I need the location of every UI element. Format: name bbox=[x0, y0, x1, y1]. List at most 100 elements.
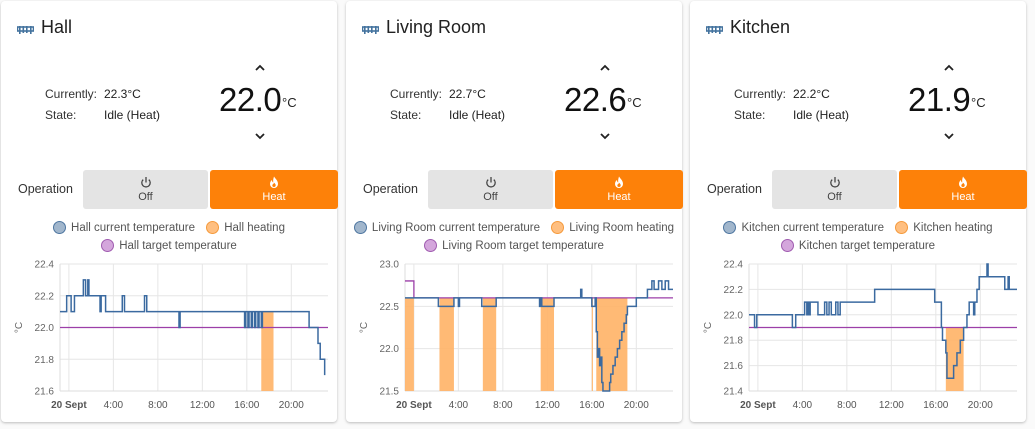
y-axis-label: °C bbox=[703, 322, 714, 333]
y-tick-label: 21.4 bbox=[724, 387, 744, 398]
off-label: Off bbox=[827, 191, 842, 203]
power-icon bbox=[485, 177, 496, 188]
x-tick-label: 20 Sept bbox=[396, 400, 432, 411]
x-tick-label: 4:00 bbox=[104, 400, 124, 411]
target-temperature-unit: °C bbox=[971, 95, 986, 110]
off-button[interactable]: Off bbox=[428, 170, 553, 209]
off-button[interactable]: Off bbox=[83, 170, 208, 209]
legend-label: Living Room heating bbox=[569, 221, 675, 234]
heat-button[interactable]: Heat bbox=[555, 170, 683, 209]
y-tick-label: 22.0 bbox=[380, 344, 400, 355]
x-tick-label: 12:00 bbox=[190, 400, 215, 411]
legend-label: Kitchen heating bbox=[913, 221, 993, 234]
legend-current-temperature[interactable]: Living Room current temperature bbox=[353, 221, 540, 234]
x-tick-label: 4:00 bbox=[449, 400, 469, 411]
card-title: Kitchen bbox=[730, 17, 791, 37]
target-temperature-value: 22.6 bbox=[564, 81, 627, 118]
y-tick-label: 22.5 bbox=[380, 302, 400, 313]
temperature-history-chart[interactable]: 21.4 21.6 21.8 22.0 22.2 22.4 20 Sept 4:00 8:00 1… bbox=[690, 256, 1026, 416]
currently-label: Currently: bbox=[390, 86, 443, 101]
heating-area bbox=[261, 311, 274, 391]
y-tick-label: 21.8 bbox=[724, 336, 744, 347]
chart-legend: Hall current temperature Hall heating bbox=[1, 221, 337, 237]
x-tick-label: 8:00 bbox=[837, 400, 857, 411]
radiator-icon bbox=[362, 25, 379, 34]
chart-legend-row-2: Hall target temperature bbox=[1, 239, 337, 255]
state-row: State: Idle (Heat) bbox=[45, 104, 160, 125]
target-temperature-unit: °C bbox=[282, 95, 297, 110]
heat-button[interactable]: Heat bbox=[899, 170, 1027, 209]
current-temperature-line bbox=[405, 280, 673, 392]
thermostat-card-hall: Hall Currently: 22.3°C State: Idle (Heat… bbox=[1, 1, 338, 422]
card-title: Living Room bbox=[386, 17, 487, 37]
status-info: Currently: 22.3°C State: Idle (Heat) bbox=[45, 83, 160, 125]
temperature-history-chart[interactable]: 21.5 22.0 22.5 23.0 20 Sept 4:00 8:00 12:00 16:0… bbox=[346, 256, 682, 416]
target-temperature-value: 22.0 bbox=[219, 81, 282, 118]
legend-current-temperature[interactable]: Kitchen current temperature bbox=[723, 221, 884, 234]
chevron-up-icon[interactable] bbox=[942, 63, 956, 73]
fire-icon bbox=[959, 176, 967, 188]
x-tick-label: 8:00 bbox=[493, 400, 513, 411]
legend-dot-current bbox=[53, 221, 67, 234]
legend-heating[interactable]: Hall heating bbox=[206, 221, 285, 234]
legend-heating[interactable]: Living Room heating bbox=[551, 221, 674, 234]
off-button[interactable]: Off bbox=[772, 170, 897, 209]
state-row: State: Idle (Heat) bbox=[734, 104, 849, 125]
x-tick-label: 16:00 bbox=[579, 400, 604, 411]
currently-row: Currently: 22.2°C bbox=[734, 83, 849, 104]
y-tick-label: 22.0 bbox=[35, 323, 55, 334]
y-axis-label: °C bbox=[359, 322, 370, 333]
legend-target-temperature[interactable]: Kitchen target temperature bbox=[780, 239, 936, 252]
legend-heating[interactable]: Kitchen heating bbox=[895, 221, 993, 234]
chart-legend: Kitchen current temperature Kitchen heat… bbox=[690, 221, 1026, 237]
heat-label: Heat bbox=[607, 191, 631, 203]
target-temperature-control: 22.0 °C bbox=[219, 59, 309, 149]
target-temperature-control: 22.6 °C bbox=[564, 59, 654, 149]
legend-target-temperature[interactable]: Hall target temperature bbox=[101, 239, 237, 252]
chevron-down-icon[interactable] bbox=[942, 131, 956, 141]
currently-label: Currently: bbox=[734, 86, 787, 101]
power-icon bbox=[140, 177, 151, 188]
chevron-down-icon[interactable] bbox=[253, 131, 267, 141]
radiator-icon bbox=[17, 25, 34, 34]
x-tick-label: 16:00 bbox=[234, 400, 259, 411]
currently-row: Currently: 22.3°C bbox=[45, 83, 160, 104]
legend-dot-heating bbox=[206, 221, 220, 234]
off-label: Off bbox=[138, 191, 153, 203]
legend-dot-target bbox=[780, 239, 794, 252]
legend-label: Hall target temperature bbox=[119, 239, 237, 252]
card-header: Living Room bbox=[362, 17, 486, 38]
state-label: State: bbox=[390, 107, 422, 122]
y-tick-label: 22.4 bbox=[724, 260, 744, 271]
legend-target-temperature[interactable]: Living Room target temperature bbox=[424, 239, 604, 252]
card-header: Kitchen bbox=[706, 17, 790, 38]
y-tick-label: 22.4 bbox=[35, 260, 55, 271]
legend-label: Kitchen target temperature bbox=[798, 239, 936, 252]
fire-icon bbox=[270, 176, 278, 188]
state-row: State: Idle (Heat) bbox=[390, 104, 505, 125]
state-value: Idle (Heat) bbox=[793, 107, 850, 122]
operation-label: Operation bbox=[363, 182, 418, 196]
target-temperature-value: 21.9 bbox=[908, 81, 971, 118]
y-tick-label: 21.8 bbox=[35, 355, 55, 366]
chevron-down-icon[interactable] bbox=[598, 131, 612, 141]
y-tick-label: 21.6 bbox=[724, 361, 744, 372]
current-temperature-line bbox=[749, 263, 1017, 380]
radiator-icon bbox=[706, 25, 723, 34]
status-info: Currently: 22.2°C State: Idle (Heat) bbox=[734, 83, 849, 125]
state-label: State: bbox=[45, 107, 77, 122]
x-tick-label: 20:00 bbox=[624, 400, 649, 411]
heating-area bbox=[591, 297, 593, 391]
chart-legend-row-2: Living Room target temperature bbox=[346, 239, 682, 255]
state-value: Idle (Heat) bbox=[104, 107, 161, 122]
temperature-history-chart[interactable]: 21.6 21.8 22.0 22.2 22.4 20 Sept 4:00 8:00 12:00… bbox=[1, 256, 337, 416]
legend-current-temperature[interactable]: Hall current temperature bbox=[53, 221, 195, 234]
chart-legend: Living Room current temperature Living R… bbox=[346, 221, 682, 237]
chevron-up-icon[interactable] bbox=[253, 63, 267, 73]
card-header: Hall bbox=[17, 17, 72, 38]
x-tick-label: 16:00 bbox=[923, 400, 948, 411]
chevron-up-icon[interactable] bbox=[598, 63, 612, 73]
card-title: Hall bbox=[41, 17, 73, 37]
heat-button[interactable]: Heat bbox=[210, 170, 338, 209]
y-tick-label: 21.6 bbox=[35, 387, 55, 398]
